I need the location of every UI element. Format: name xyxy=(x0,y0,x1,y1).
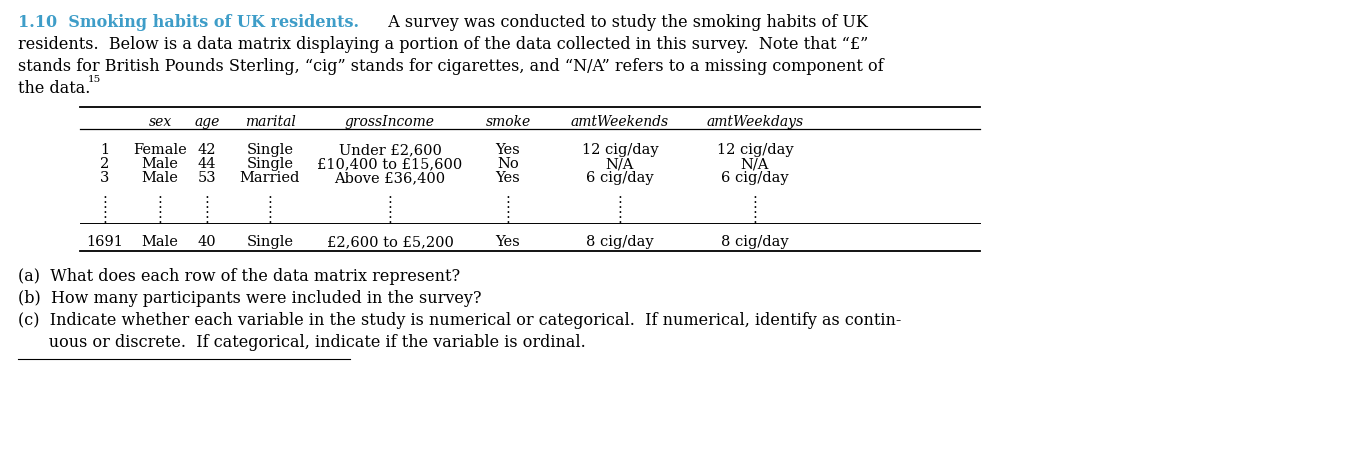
Text: amtWeekends: amtWeekends xyxy=(572,115,670,129)
Text: :: : xyxy=(205,212,210,226)
Text: amtWeekdays: amtWeekdays xyxy=(707,115,803,129)
Text: 8 cig/day: 8 cig/day xyxy=(722,234,788,248)
Text: uous or discrete.  If categorical, indicate if the variable is ordinal.: uous or discrete. If categorical, indica… xyxy=(18,333,585,350)
Text: grossIncome: grossIncome xyxy=(345,115,435,129)
Text: £2,600 to £5,200: £2,600 to £5,200 xyxy=(326,234,453,248)
Text: :: : xyxy=(158,192,162,206)
Text: :: : xyxy=(267,202,273,216)
Text: N/A: N/A xyxy=(606,157,634,171)
Text: 40: 40 xyxy=(198,234,217,248)
Text: residents.  Below is a data matrix displaying a portion of the data collected in: residents. Below is a data matrix displa… xyxy=(18,36,869,53)
Text: Under £2,600: Under £2,600 xyxy=(338,143,442,157)
Text: 42: 42 xyxy=(198,143,217,157)
Text: :: : xyxy=(102,192,108,206)
Text: Married: Married xyxy=(240,171,300,185)
Text: (b)  How many participants were included in the survey?: (b) How many participants were included … xyxy=(18,289,481,306)
Text: marital: marital xyxy=(244,115,296,129)
Text: :: : xyxy=(506,212,510,226)
Text: 12 cig/day: 12 cig/day xyxy=(581,143,659,157)
Text: :: : xyxy=(102,202,108,216)
Text: No: No xyxy=(496,157,518,171)
Text: 2: 2 xyxy=(101,157,109,171)
Text: Yes: Yes xyxy=(495,234,521,248)
Text: Male: Male xyxy=(142,171,179,185)
Text: :: : xyxy=(158,212,162,226)
Text: :: : xyxy=(618,192,622,206)
Text: the data.: the data. xyxy=(18,80,90,97)
Text: :: : xyxy=(267,192,273,206)
Text: :: : xyxy=(267,212,273,226)
Text: 1: 1 xyxy=(101,143,109,157)
Text: A survey was conducted to study the smoking habits of UK: A survey was conducted to study the smok… xyxy=(378,14,868,31)
Text: 44: 44 xyxy=(198,157,217,171)
Text: :: : xyxy=(387,202,393,216)
Text: age: age xyxy=(194,115,220,129)
Text: (a)  What does each row of the data matrix represent?: (a) What does each row of the data matri… xyxy=(18,268,460,284)
Text: :: : xyxy=(753,202,757,216)
Text: Above £36,400: Above £36,400 xyxy=(334,171,446,185)
Text: :: : xyxy=(506,202,510,216)
Text: 6 cig/day: 6 cig/day xyxy=(722,171,788,185)
Text: :: : xyxy=(618,212,622,226)
Text: :: : xyxy=(387,192,393,206)
Text: 3: 3 xyxy=(101,171,109,185)
Text: Single: Single xyxy=(247,143,293,157)
Text: 15: 15 xyxy=(89,75,101,84)
Text: Male: Male xyxy=(142,234,179,248)
Text: Yes: Yes xyxy=(495,171,521,185)
Text: :: : xyxy=(506,192,510,206)
Text: :: : xyxy=(753,212,757,226)
Text: smoke: smoke xyxy=(486,115,531,129)
Text: :: : xyxy=(158,202,162,216)
Text: :: : xyxy=(205,202,210,216)
Text: stands for British Pounds Sterling, “cig” stands for cigarettes, and “N/A” refer: stands for British Pounds Sterling, “cig… xyxy=(18,58,884,75)
Text: 6 cig/day: 6 cig/day xyxy=(587,171,653,185)
Text: :: : xyxy=(205,192,210,206)
Text: sex: sex xyxy=(149,115,172,129)
Text: N/A: N/A xyxy=(741,157,769,171)
Text: 53: 53 xyxy=(198,171,217,185)
Text: :: : xyxy=(387,212,393,226)
Text: :: : xyxy=(102,212,108,226)
Text: 1.10  Smoking habits of UK residents.: 1.10 Smoking habits of UK residents. xyxy=(18,14,359,31)
Text: Single: Single xyxy=(247,234,293,248)
Text: :: : xyxy=(618,202,622,216)
Text: £10,400 to £15,600: £10,400 to £15,600 xyxy=(318,157,462,171)
Text: 8 cig/day: 8 cig/day xyxy=(587,234,653,248)
Text: 1691: 1691 xyxy=(86,234,123,248)
Text: Yes: Yes xyxy=(495,143,521,157)
Text: Male: Male xyxy=(142,157,179,171)
Text: 12 cig/day: 12 cig/day xyxy=(716,143,794,157)
Text: Single: Single xyxy=(247,157,293,171)
Text: :: : xyxy=(753,192,757,206)
Text: (c)  Indicate whether each variable in the study is numerical or categorical.  I: (c) Indicate whether each variable in th… xyxy=(18,311,902,328)
Text: Female: Female xyxy=(134,143,187,157)
